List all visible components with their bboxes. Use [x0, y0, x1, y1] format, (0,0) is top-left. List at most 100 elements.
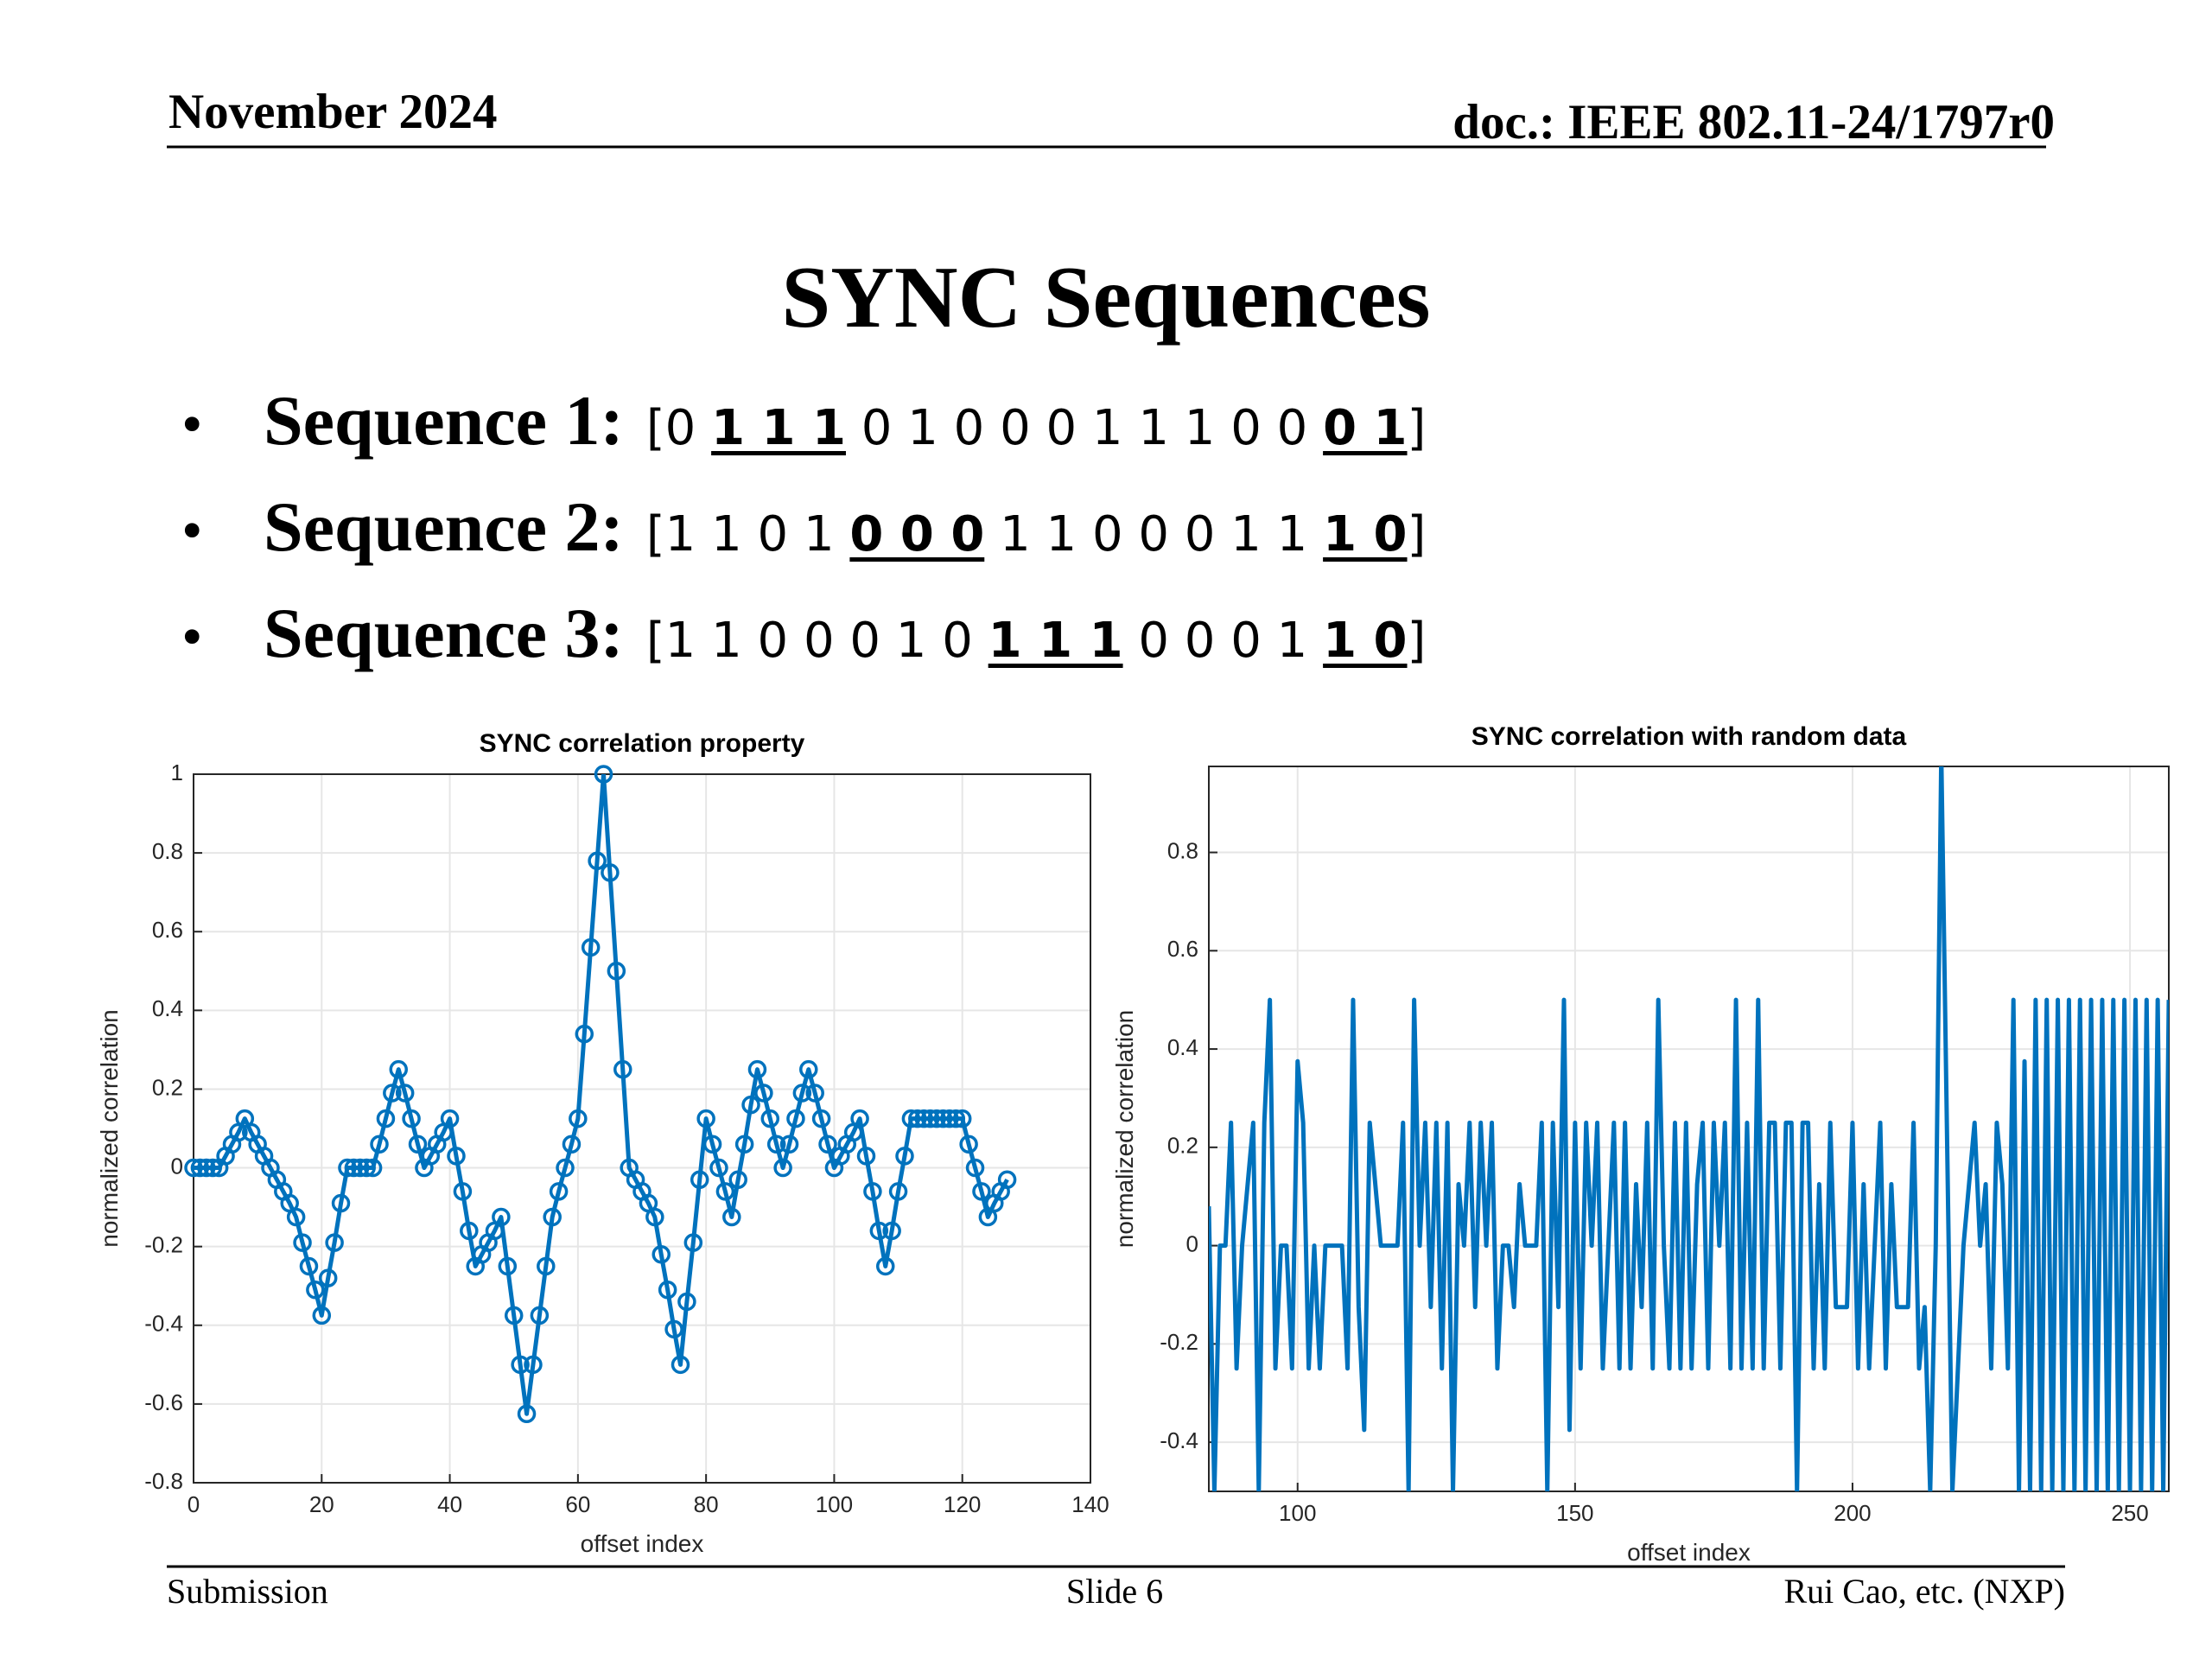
- data-point: [549, 1182, 569, 1201]
- data-point: [850, 1109, 869, 1128]
- data-point: [696, 1109, 715, 1128]
- data-point: [569, 1109, 588, 1128]
- data-point: [517, 1404, 537, 1424]
- data-point: [715, 1182, 735, 1201]
- data-point: [901, 1109, 921, 1128]
- sequence-label: Sequence 3:: [264, 594, 624, 672]
- plot-frame: [193, 773, 1091, 1484]
- data-point: [940, 1109, 959, 1128]
- bits: 1 1 0 0 0 1 1: [984, 506, 1324, 563]
- data-point: [524, 1355, 543, 1375]
- y-tick-label: -0.2: [1160, 1329, 1198, 1355]
- data-point: [786, 1109, 805, 1128]
- data-line: [194, 774, 1009, 1416]
- data-point: [972, 1182, 991, 1201]
- data-point: [773, 1158, 792, 1178]
- data-point: [197, 1158, 216, 1178]
- bullet-dot: •: [181, 498, 203, 564]
- data-point: [543, 1207, 562, 1227]
- data-point: [799, 1059, 818, 1079]
- data-point: [504, 1306, 524, 1325]
- x-tick-label: 120: [944, 1491, 981, 1517]
- bits: [0: [645, 400, 712, 456]
- y-tick-label: -0.2: [144, 1232, 183, 1258]
- bullet-item: • Sequence 2: [1 1 0 1 0 0 0 1 1 0 0 0 1 1…: [181, 486, 1426, 582]
- sequence-bits: [1 1 0 0 0 1 0 1 1 1 0 0 0 1 1 0]: [646, 613, 1427, 669]
- data-point: [357, 1158, 376, 1178]
- data-point: [811, 1109, 831, 1128]
- data-point: [677, 1292, 696, 1312]
- y-tick-label: 0: [171, 1153, 183, 1179]
- data-point: [184, 1158, 203, 1178]
- x-tick-label: 100: [816, 1491, 853, 1517]
- bullet-item: • Sequence 3: [1 1 0 0 0 1 0 1 1 1 0 0 0 1…: [181, 593, 1426, 688]
- data-point: [344, 1158, 364, 1178]
- x-tick-label: 20: [309, 1491, 334, 1517]
- x-axis-label: offset index: [581, 1530, 704, 1557]
- data-point: [690, 1170, 709, 1189]
- data-point: [318, 1268, 338, 1287]
- x-tick-label: 150: [1556, 1500, 1593, 1526]
- data-point: [203, 1158, 222, 1178]
- data-point: [370, 1135, 389, 1154]
- data-point: [408, 1135, 428, 1154]
- data-point: [741, 1095, 760, 1115]
- y-tick-label: 1: [171, 760, 183, 785]
- x-tick-label: 100: [1279, 1500, 1316, 1526]
- data-point: [440, 1109, 460, 1128]
- bits: ]: [1407, 613, 1427, 669]
- bullet-item: • Sequence 1: [0 1 1 1 0 1 0 0 0 1 1 1 0 0…: [181, 380, 1426, 475]
- data-point: [658, 1281, 677, 1300]
- bits: [1 1 0 1: [645, 506, 850, 563]
- data-point: [312, 1306, 332, 1325]
- data-point: [920, 1109, 940, 1128]
- data-point: [351, 1158, 370, 1178]
- data-point: [882, 1221, 901, 1241]
- data-point: [389, 1059, 409, 1079]
- data-point: [652, 1245, 671, 1264]
- bullet-dot: •: [181, 604, 203, 671]
- header-doc: doc.: IEEE 802.11-24/1797r0: [1452, 95, 2055, 149]
- data-line: [1209, 766, 2169, 1491]
- y-tick-label: -0.8: [144, 1468, 183, 1494]
- data-point: [601, 863, 620, 882]
- y-tick-label: -0.4: [1160, 1427, 1198, 1453]
- data-point: [702, 1135, 722, 1154]
- emphasized-bits: 1 0: [1323, 613, 1408, 669]
- x-tick-label: 0: [188, 1491, 200, 1517]
- data-point: [511, 1355, 530, 1375]
- data-point: [453, 1182, 473, 1201]
- bits: [1 1 0 0 0 1 0: [645, 613, 988, 669]
- data-point: [875, 1256, 895, 1276]
- y-tick-label: -0.4: [144, 1311, 183, 1337]
- sequence-bits: [1 1 0 1 0 0 0 1 1 0 0 0 1 1 1 0]: [646, 506, 1427, 563]
- data-point: [927, 1109, 946, 1128]
- data-point: [997, 1170, 1017, 1189]
- data-point: [959, 1135, 978, 1154]
- sequence-bits: [0 1 1 1 0 1 0 0 0 1 1 1 0 0 0 1]: [646, 400, 1427, 456]
- data-point: [664, 1319, 683, 1339]
- data-point: [556, 1158, 575, 1178]
- data-point: [895, 1147, 914, 1166]
- data-point: [460, 1221, 479, 1241]
- footer-left: Submission: [167, 1572, 328, 1611]
- emphasized-bits: 0 0 0: [849, 506, 985, 563]
- data-point: [908, 1109, 927, 1128]
- data-point: [747, 1059, 767, 1079]
- data-point: [805, 1084, 824, 1103]
- data-point: [498, 1256, 518, 1276]
- data-point: [331, 1193, 351, 1213]
- bits: ]: [1407, 506, 1427, 563]
- data-point: [722, 1207, 741, 1227]
- emphasized-bits: 1 0: [1323, 506, 1408, 563]
- data-point: [190, 1158, 210, 1178]
- data-point: [683, 1233, 703, 1252]
- chart: -0.8 -0.6 -0.4 -0.2 0 0.2 0.4 0.6 0.8 1 0 20 40 60 80 1…: [96, 729, 1109, 1557]
- data-point: [607, 962, 626, 981]
- y-tick-label: 0.2: [152, 1074, 183, 1100]
- y-tick-label: 0.4: [152, 995, 183, 1021]
- data-point: [286, 1207, 306, 1227]
- data-point: [709, 1158, 728, 1178]
- data-point: [383, 1084, 402, 1103]
